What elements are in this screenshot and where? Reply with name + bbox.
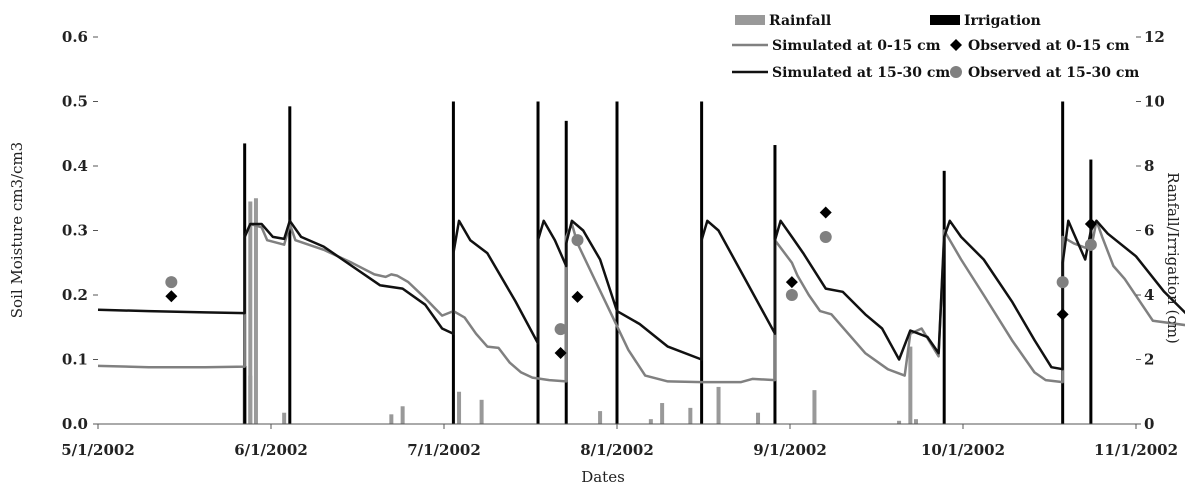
x-tick-label: 9/1/2002 bbox=[753, 441, 827, 459]
point-observed-at-15-30-cm bbox=[571, 234, 584, 247]
bar-rainfall bbox=[812, 390, 817, 424]
y-tick-label: 0.6 bbox=[62, 28, 88, 46]
bars-layer bbox=[242, 101, 1093, 425]
y-tick-label: 0.2 bbox=[62, 286, 88, 304]
bar-rainfall bbox=[479, 399, 484, 424]
legend-label-irrigation: Irrigation bbox=[964, 13, 1041, 29]
x-axis-title: Dates bbox=[581, 468, 625, 486]
bar-rainfall bbox=[756, 412, 761, 424]
point-observed-at-0-15-cm bbox=[554, 347, 567, 360]
bar-rainfall bbox=[282, 412, 287, 424]
points-layer bbox=[165, 206, 1097, 360]
y-tick-label: 0.5 bbox=[62, 93, 88, 111]
y-tick-label: 0.1 bbox=[62, 351, 88, 369]
bar-irrigation bbox=[1089, 159, 1093, 425]
x-tick-label: 10/1/2002 bbox=[921, 441, 1005, 459]
legend-label-rainfall: Rainfall bbox=[769, 13, 831, 29]
bar-irrigation bbox=[942, 170, 946, 424]
point-observed-at-15-30-cm bbox=[1084, 238, 1097, 251]
lines-layer bbox=[97, 219, 1185, 384]
point-observed-at-0-15-cm bbox=[571, 290, 584, 303]
legend-swatch-irrigation bbox=[930, 15, 960, 25]
y2-tick-label: 8 bbox=[1144, 157, 1154, 175]
legend-swatch-rainfall bbox=[735, 15, 765, 25]
y-tick-label: 0.0 bbox=[62, 415, 88, 433]
point-observed-at-0-15-cm bbox=[819, 206, 832, 219]
bar-rainfall bbox=[457, 391, 462, 424]
bar-rainfall bbox=[648, 419, 653, 424]
axes-layer: 0.0 0.1 0.2 0.3 0.4 0.5 0.6 0 2 4 6 8 10 12 5/1/2002 6/… bbox=[61, 28, 1178, 459]
bar-irrigation bbox=[288, 106, 292, 425]
line-simulated-at-0-15-cm bbox=[97, 219, 1185, 384]
bar-rainfall bbox=[253, 198, 258, 424]
y-axis-title: Soil Moisture cm3/cm3 bbox=[8, 142, 26, 318]
legend: Rainfall Irrigation Simulated at 0-15 cm… bbox=[732, 13, 1139, 81]
legend-label-sim-0-15: Simulated at 0-15 cm bbox=[772, 38, 941, 54]
bar-rainfall bbox=[598, 411, 603, 424]
point-observed-at-15-30-cm bbox=[819, 230, 832, 243]
bar-rainfall bbox=[660, 403, 665, 424]
y2-tick-label: 0 bbox=[1144, 415, 1154, 433]
bar-rainfall bbox=[400, 406, 405, 424]
bar-rainfall bbox=[897, 420, 902, 424]
point-observed-at-0-15-cm bbox=[1084, 218, 1097, 231]
bar-rainfall bbox=[908, 346, 913, 424]
bar-rainfall bbox=[716, 386, 721, 424]
point-observed-at-0-15-cm bbox=[165, 290, 178, 303]
bar-rainfall bbox=[389, 414, 394, 424]
x-tick-label: 7/1/2002 bbox=[407, 441, 481, 459]
bar-irrigation bbox=[615, 101, 619, 424]
bar-rainfall bbox=[248, 201, 253, 424]
legend-label-obs-15-30: Observed at 15-30 cm bbox=[968, 65, 1139, 81]
bar-rainfall bbox=[248, 375, 253, 424]
point-observed-at-15-30-cm bbox=[1056, 276, 1069, 289]
y2-tick-label: 2 bbox=[1144, 351, 1154, 369]
y2-tick-label: 4 bbox=[1144, 286, 1154, 304]
y-tick-label: 0.3 bbox=[62, 222, 88, 240]
point-observed-at-15-30-cm bbox=[165, 276, 178, 289]
legend-swatch-obs-15-30 bbox=[950, 66, 962, 78]
y-tick-label: 0.4 bbox=[62, 157, 88, 175]
y2-tick-label: 12 bbox=[1144, 28, 1165, 46]
bar-rainfall bbox=[913, 419, 918, 424]
legend-swatch-obs-0-15 bbox=[950, 39, 962, 51]
legend-label-obs-0-15: Observed at 0-15 cm bbox=[968, 38, 1130, 54]
y2-tick-label: 6 bbox=[1144, 222, 1154, 240]
x-tick-label: 8/1/2002 bbox=[580, 441, 654, 459]
x-tick-label: 11/1/2002 bbox=[1094, 441, 1178, 459]
legend-label-sim-15-30: Simulated at 15-30 cm bbox=[772, 65, 950, 81]
point-observed-at-0-15-cm bbox=[785, 276, 798, 289]
x-tick-label: 6/1/2002 bbox=[234, 441, 308, 459]
point-observed-at-0-15-cm bbox=[1056, 308, 1069, 321]
point-observed-at-15-30-cm bbox=[785, 289, 798, 301]
y2-axis-title: Ranfall/Irrigation (cm) bbox=[1164, 172, 1182, 344]
x-tick-label: 5/1/2002 bbox=[61, 441, 135, 459]
point-observed-at-15-30-cm bbox=[554, 323, 567, 336]
y2-tick-label: 10 bbox=[1144, 93, 1165, 111]
line-simulated-at-15-30-cm bbox=[97, 219, 1185, 371]
bar-rainfall bbox=[688, 407, 693, 424]
